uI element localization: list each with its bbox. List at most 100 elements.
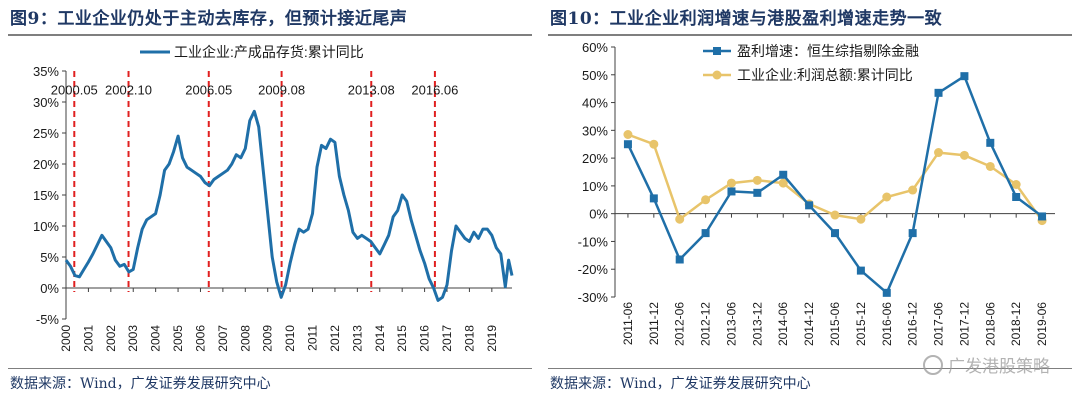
data-point xyxy=(1038,212,1047,221)
x-tick-label: 2016-12 xyxy=(906,302,920,346)
source-note: 数据来源：Wind，广发证券发展研究中心 xyxy=(10,376,271,392)
figure-9-panel: 图9：工业企业仍处于主动去库存，但预计接近尾声 -5% 0% 5% 10% 15% 20%… xyxy=(8,9,532,392)
series-line xyxy=(627,133,1044,222)
y-tick-label: 50% xyxy=(582,68,608,83)
x-tick-label: 2013-12 xyxy=(750,302,764,346)
y-tick-label: 0% xyxy=(589,207,608,222)
data-point xyxy=(779,170,788,179)
data-point xyxy=(856,266,865,275)
x-tick-label: 2011 xyxy=(306,325,320,351)
profit-growth-chart: -30% -20% -10% 0% 10% 20% 30% 40% 50% 60% 2011-06 2… xyxy=(578,40,1055,346)
y-tick-label: 25% xyxy=(33,126,59,141)
y-tick-label: 10% xyxy=(582,179,608,194)
series-line xyxy=(64,109,514,302)
x-tick-label: 2003 xyxy=(126,325,140,352)
x-tick-label: 2012 xyxy=(328,325,342,352)
x-tick-label: 2012-12 xyxy=(699,302,713,346)
y-tick-label: -30% xyxy=(578,290,609,305)
data-point xyxy=(959,150,969,160)
data-point xyxy=(675,255,684,264)
x-tick-label: 2011-12 xyxy=(647,302,661,345)
y-tick-label: 60% xyxy=(582,40,608,55)
inventory-chart: -5% 0% 5% 10% 15% 20% 25% 30% 35% 2000 2001 2002 200… xyxy=(33,44,514,352)
data-point xyxy=(908,185,918,195)
legend-marker xyxy=(712,70,722,80)
marker-label: 2006.05 xyxy=(185,83,232,98)
data-point xyxy=(934,148,944,158)
x-tick-label: 2007 xyxy=(216,325,230,352)
data-point xyxy=(986,138,995,147)
data-point xyxy=(753,188,762,197)
x-tick-label: 2015-12 xyxy=(854,302,868,346)
legend-label: 工业企业:产成品存货:累计同比 xyxy=(174,44,364,60)
x-tick-label: 2019-06 xyxy=(1035,302,1049,346)
x-tick-label: 2018-12 xyxy=(1009,302,1023,346)
x-tick-label: 2015 xyxy=(395,325,409,352)
marker-label: 2002.10 xyxy=(105,83,152,98)
marker-label: 2009.08 xyxy=(258,83,305,98)
x-tick-label: 2006 xyxy=(193,325,207,352)
x-tick-label: 2018-06 xyxy=(983,302,997,346)
data-point xyxy=(701,195,711,205)
x-tick-label: 2016-06 xyxy=(880,302,894,346)
y-tick-label: 35% xyxy=(33,64,59,79)
data-point xyxy=(1012,193,1021,201)
marker-label: 2016.06 xyxy=(411,83,458,98)
x-tick-label: 2018 xyxy=(462,325,476,352)
data-point xyxy=(882,192,892,202)
y-tick-label: -5% xyxy=(36,312,60,327)
series-line xyxy=(626,74,1043,295)
source-divider xyxy=(8,368,532,369)
y-tick-label: 20% xyxy=(582,151,608,166)
y-tick-label: 5% xyxy=(40,250,59,265)
figure-title: 图9：工业企业仍处于主动去库存，但预计接近尾声 xyxy=(10,9,408,29)
y-tick-label: 20% xyxy=(33,157,59,172)
x-tick-label: 2013 xyxy=(350,325,364,352)
title-divider xyxy=(548,34,1072,36)
x-tick-label: 2001 xyxy=(81,325,95,352)
x-tick-label: 2009 xyxy=(261,325,275,352)
x-tick-label: 2011-06 xyxy=(621,302,635,345)
wechat-icon xyxy=(923,355,943,375)
legend-label: 盈利增速：恒生综指剔除金融 xyxy=(737,43,919,59)
figure-title: 图10：工业企业利润增速与港股盈利增速走势一致 xyxy=(550,9,943,29)
x-tick-label: 2004 xyxy=(149,325,163,352)
title-divider xyxy=(8,34,532,36)
data-point xyxy=(727,187,736,196)
x-tick-label: 2013-06 xyxy=(724,302,738,346)
data-point xyxy=(805,201,814,210)
x-tick-label: 2014-12 xyxy=(802,302,816,346)
legend-label: 工业企业:利润总额:累计同比 xyxy=(737,67,913,83)
x-tick-label: 2000 xyxy=(59,325,73,352)
x-tick-label: 2008 xyxy=(238,325,252,352)
x-tick-label: 2014-06 xyxy=(776,302,790,346)
x-tick-label: 2012-06 xyxy=(673,302,687,346)
data-point xyxy=(623,140,632,149)
marker-label: 2013.08 xyxy=(348,83,395,98)
data-point xyxy=(701,229,710,238)
data-point xyxy=(934,88,943,97)
x-tick-label: 2005 xyxy=(171,325,185,352)
data-point xyxy=(882,288,891,297)
y-tick-label: 10% xyxy=(33,219,59,234)
data-point xyxy=(726,178,736,188)
y-tick-label: -20% xyxy=(578,262,609,277)
x-tick-label: 2017-12 xyxy=(957,302,971,346)
y-tick-label: 30% xyxy=(33,95,59,110)
data-point xyxy=(908,229,917,238)
y-tick-label: 15% xyxy=(33,188,59,203)
x-tick-label: 2016 xyxy=(418,325,432,352)
data-point xyxy=(649,139,659,149)
y-tick-label: -10% xyxy=(578,234,609,249)
y-tick-label: 0% xyxy=(40,281,59,296)
x-tick-label: 2010 xyxy=(283,325,297,352)
data-point xyxy=(831,229,839,238)
y-tick-label: 40% xyxy=(582,96,608,111)
figure-10-panel: 图10：工业企业利润增速与港股盈利增速走势一致 -30% -20% -10% 0% 10… xyxy=(540,0,1080,409)
data-point xyxy=(960,72,969,81)
data-point xyxy=(830,210,840,220)
x-tick-label: 2014 xyxy=(373,325,387,352)
source-note: 数据来源：Wind，广发证券发展研究中心 xyxy=(550,376,811,392)
data-point xyxy=(778,178,788,188)
x-tick-label: 2015-06 xyxy=(828,302,842,346)
